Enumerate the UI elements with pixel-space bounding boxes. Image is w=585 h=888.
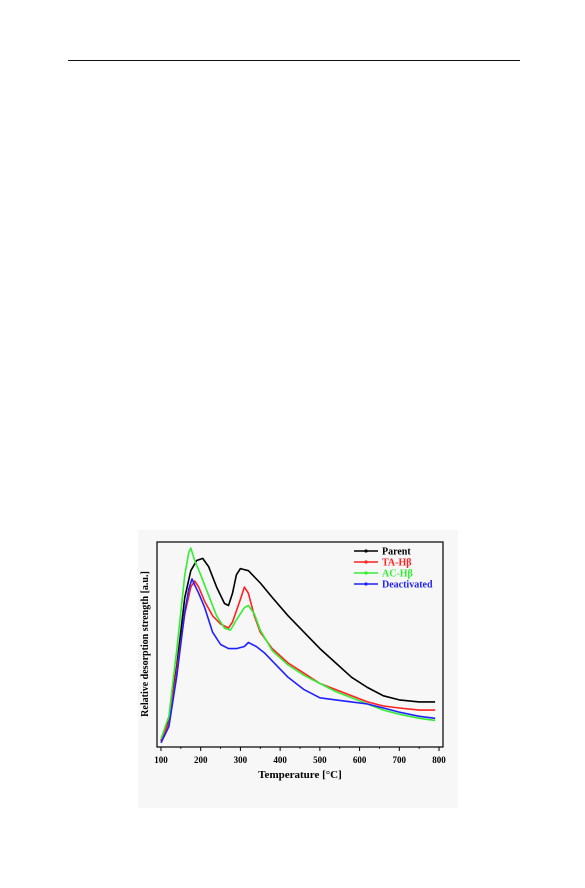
legend-marker-deactivated (364, 582, 368, 586)
series-line-parent (160, 557, 436, 742)
x-tick-label-600: 600 (353, 755, 367, 765)
x-tick-label-300: 300 (234, 755, 248, 765)
x-tick-label-100: 100 (154, 755, 168, 765)
legend-label-ta-h-: TA-Hβ (382, 558, 412, 569)
x-axis-label: Temperature [°C] (258, 769, 342, 781)
x-tick-label-800: 800 (432, 755, 446, 765)
series-line-ta-h- (160, 580, 436, 742)
x-tick-label-700: 700 (393, 755, 407, 765)
legend-marker-ta-h- (364, 560, 368, 564)
legend-label-parent: Parent (382, 547, 411, 558)
legend-marker-parent (364, 549, 368, 553)
series-line-deactivated (160, 578, 436, 744)
legend-label-deactivated: Deactivated (382, 580, 433, 591)
series-line-ac-h- (160, 547, 436, 740)
legend-marker-ac-h- (364, 571, 368, 575)
x-tick-label-200: 200 (194, 755, 208, 765)
legend-label-ac-h-: AC-Hβ (382, 569, 413, 580)
header-rule (68, 60, 520, 61)
x-tick-label-400: 400 (273, 755, 287, 765)
x-tick-label-500: 500 (313, 755, 327, 765)
y-axis-label: Relative desorption strength [a.u.] (140, 571, 151, 717)
